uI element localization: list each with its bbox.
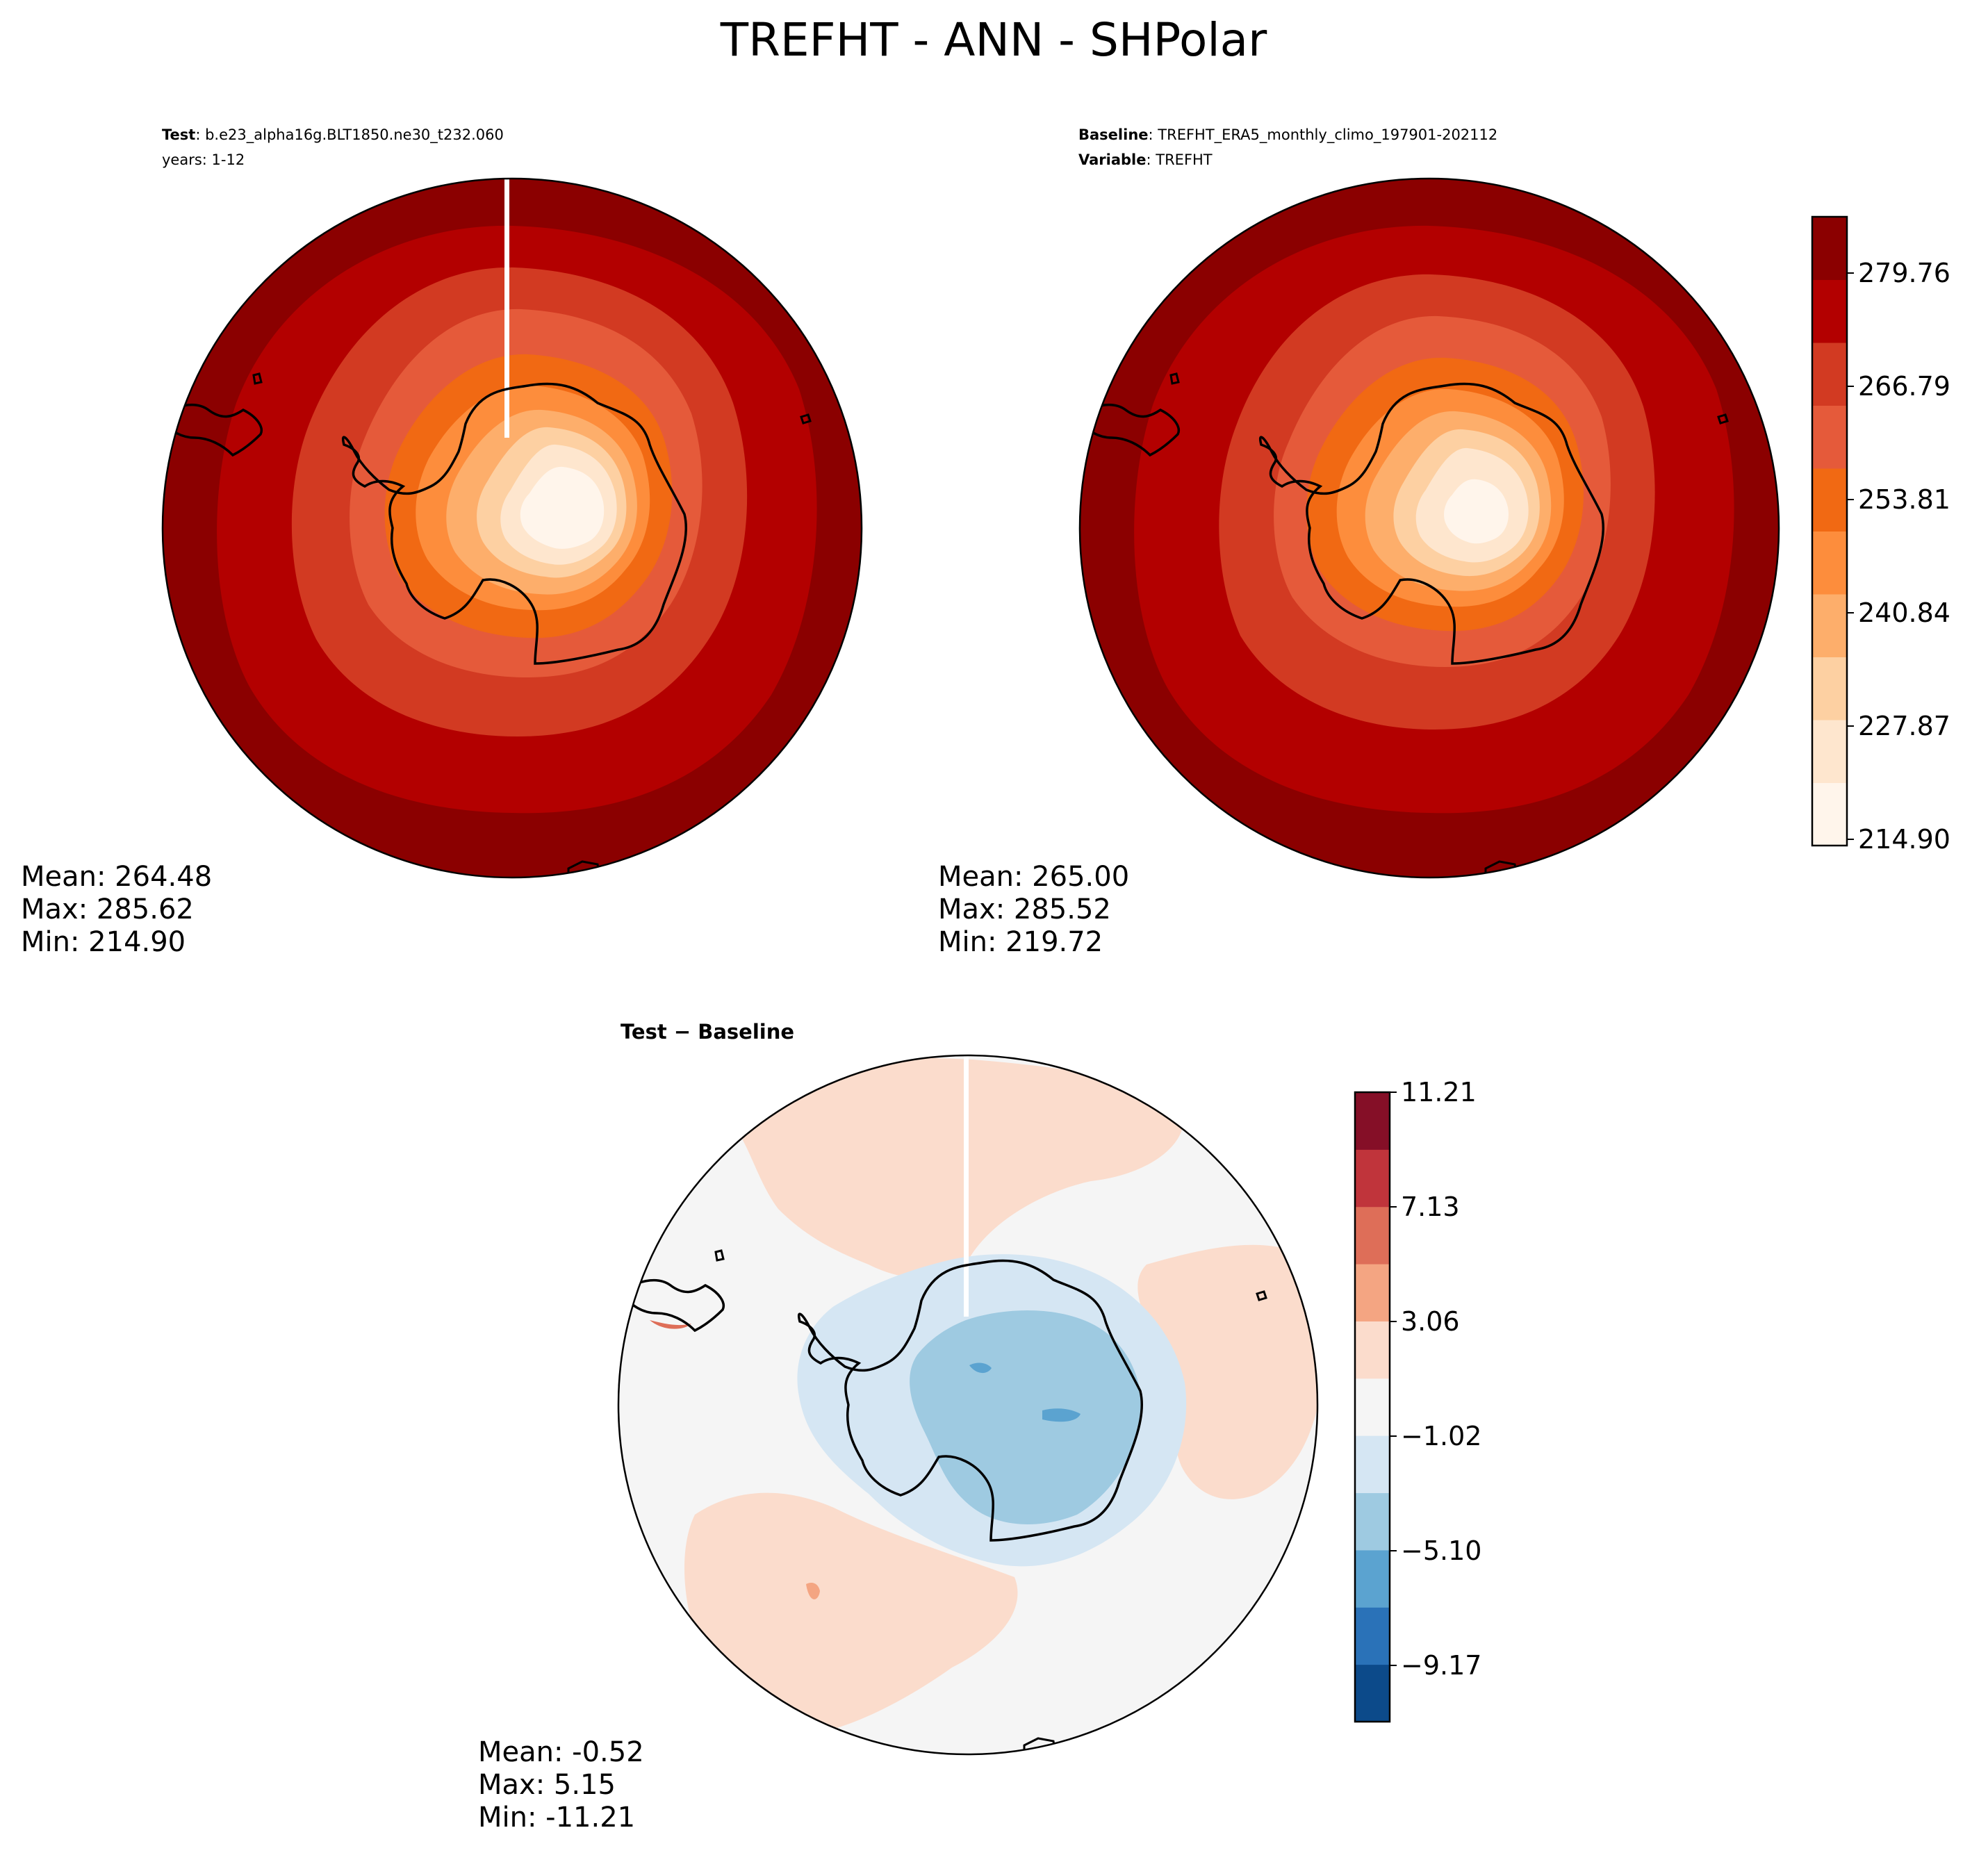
absolute-colorbar-swatch — [1812, 279, 1847, 343]
baseline-mean: Mean: 265.00 — [938, 861, 1129, 893]
difference-colorbar-swatch — [1355, 1378, 1390, 1436]
absolute-colorbar-ticks: 279.76 266.79 253.81 240.84 227.87 214.90 — [1847, 258, 1950, 855]
baseline-panel: Baseline: TREFHT_ERA5_monthly_climo_1979… — [938, 126, 1780, 958]
test-label-key: Test — [162, 126, 195, 143]
baseline-label-key: Baseline — [1078, 126, 1149, 143]
difference-colorbar-frame — [1354, 1091, 1391, 1723]
absolute-colorbar-tick-label: 240.84 — [1858, 598, 1950, 628]
difference-colorbar-ticks: 11.21 7.13 3.06 −1.02 −5.10 −9.17 — [1390, 1077, 1481, 1681]
difference-colorbar-tick-label: 11.21 — [1401, 1077, 1477, 1107]
difference-colorbar-tick-label: −5.10 — [1401, 1535, 1481, 1566]
baseline-south-america-coastline — [1080, 403, 1180, 457]
difference-antarctica-coastline — [798, 1259, 1144, 1542]
test-island-1 — [252, 372, 263, 385]
baseline-max: Max: 285.52 — [938, 893, 1111, 925]
test-label: Test: b.e23_alpha16g.BLT1850.ne30_t232.0… — [162, 126, 504, 144]
difference-colorbar-swatch — [1355, 1092, 1390, 1150]
baseline-island-2 — [1717, 413, 1729, 425]
test-map-border — [161, 177, 863, 879]
difference-colorbar-swatches — [1355, 1092, 1390, 1722]
test-years: years: 1-12 — [162, 151, 245, 168]
absolute-colorbar-tick-label: 266.79 — [1858, 371, 1950, 402]
difference-colorbar-swatch — [1355, 1321, 1390, 1379]
difference-map — [618, 1055, 1317, 1754]
absolute-colorbar-swatch — [1812, 782, 1847, 846]
difference-colder-spot-2 — [969, 1362, 992, 1374]
absolute-colorbar-frame — [1811, 215, 1848, 847]
difference-colorbar-swatch — [1355, 1549, 1390, 1608]
absolute-colorbar-swatch — [1812, 594, 1847, 657]
test-min: Min: 214.90 — [21, 926, 186, 958]
difference-min: Min: -11.21 — [478, 1802, 635, 1834]
absolute-colorbar-tick-label: 227.87 — [1858, 711, 1950, 741]
test-island-2 — [800, 413, 812, 425]
difference-colorbar-swatch — [1355, 1264, 1390, 1321]
test-mean: Mean: 264.48 — [21, 861, 212, 893]
absolute-colorbar-swatch — [1812, 217, 1847, 280]
difference-map-missing-seam — [964, 1055, 969, 1317]
test-panel: Test: b.e23_alpha16g.BLT1850.ne30_t232.0… — [21, 126, 863, 958]
baseline-map-band-10 — [1444, 479, 1509, 544]
baseline-min: Min: 219.72 — [938, 926, 1103, 958]
difference-colorbar-swatch — [1355, 1149, 1390, 1208]
absolute-colorbar-swatch — [1812, 343, 1847, 406]
difference-colorbar-swatch — [1355, 1607, 1390, 1665]
difference-colorbar-tick-label: −1.02 — [1401, 1421, 1481, 1451]
difference-island-1 — [714, 1249, 725, 1262]
difference-warm-spot-ocean — [806, 1583, 820, 1599]
difference-warm-region-north — [715, 1056, 1184, 1278]
absolute-colorbar-swatches — [1812, 217, 1847, 846]
absolute-colorbar-swatch — [1812, 720, 1847, 783]
baseline-variable-key: Variable — [1078, 151, 1146, 168]
baseline-variable: Variable: TREFHT — [1078, 151, 1213, 168]
absolute-colorbar: 279.76 266.79 253.81 240.84 227.87 214.90 — [1811, 215, 1950, 855]
test-map-missing-seam — [504, 179, 509, 438]
difference-warm-region-southwest — [684, 1492, 1018, 1737]
difference-colorbar-swatch — [1355, 1435, 1390, 1494]
test-south-america-coastline — [163, 403, 263, 457]
test-antarctica-coastline — [342, 382, 688, 665]
difference-panel: Test − Baseline Mean: -0.52 Max: 5.15 Mi… — [478, 1020, 1319, 1834]
test-map-band-10 — [520, 466, 605, 549]
baseline-island-1 — [1169, 372, 1180, 385]
test-map — [163, 179, 862, 878]
difference-title: Test − Baseline — [621, 1020, 794, 1044]
difference-colorbar-swatch — [1355, 1664, 1390, 1722]
difference-colorbar-tick-label: 3.06 — [1401, 1306, 1460, 1337]
difference-colorbar-tick-label: −9.17 — [1401, 1650, 1481, 1681]
absolute-colorbar-swatch — [1812, 657, 1847, 720]
test-case-name: b.e23_alpha16g.BLT1850.ne30_t232.060 — [205, 126, 504, 144]
baseline-map — [1080, 179, 1779, 878]
difference-warm-region-east — [1137, 1244, 1317, 1499]
difference-map-border — [617, 1054, 1319, 1756]
absolute-colorbar-tick-label: 279.76 — [1858, 258, 1950, 288]
difference-colorbar: 11.21 7.13 3.06 −1.02 −5.10 −9.17 — [1354, 1077, 1481, 1723]
baseline-variable-value: TREFHT — [1155, 151, 1213, 168]
absolute-colorbar-tick-label: 253.81 — [1858, 484, 1950, 515]
baseline-case-name: TREFHT_ERA5_monthly_climo_197901-202112 — [1157, 126, 1497, 144]
figure-title: TREFHT - ANN - SHPolar — [720, 13, 1267, 67]
difference-warm-spot-south-america — [650, 1320, 691, 1329]
test-max: Max: 285.62 — [21, 893, 194, 925]
absolute-colorbar-swatch — [1812, 405, 1847, 469]
difference-colder-spot-1 — [1042, 1408, 1081, 1422]
baseline-antarctica-coastline — [1259, 382, 1605, 665]
difference-island-2 — [1256, 1290, 1267, 1301]
absolute-colorbar-swatch — [1812, 531, 1847, 595]
baseline-map-border — [1078, 177, 1780, 879]
absolute-colorbar-swatch — [1812, 468, 1847, 532]
difference-south-america-coastline — [618, 1278, 725, 1333]
difference-colorbar-tick-label: 7.13 — [1401, 1192, 1460, 1222]
difference-mean: Mean: -0.52 — [478, 1736, 644, 1768]
difference-colorbar-swatch — [1355, 1206, 1390, 1265]
difference-max: Max: 5.15 — [478, 1769, 616, 1801]
difference-colorbar-swatch — [1355, 1492, 1390, 1551]
difference-cold-region — [910, 1310, 1142, 1524]
absolute-colorbar-tick-label: 214.90 — [1858, 824, 1950, 855]
baseline-label: Baseline: TREFHT_ERA5_monthly_climo_1979… — [1078, 126, 1497, 144]
